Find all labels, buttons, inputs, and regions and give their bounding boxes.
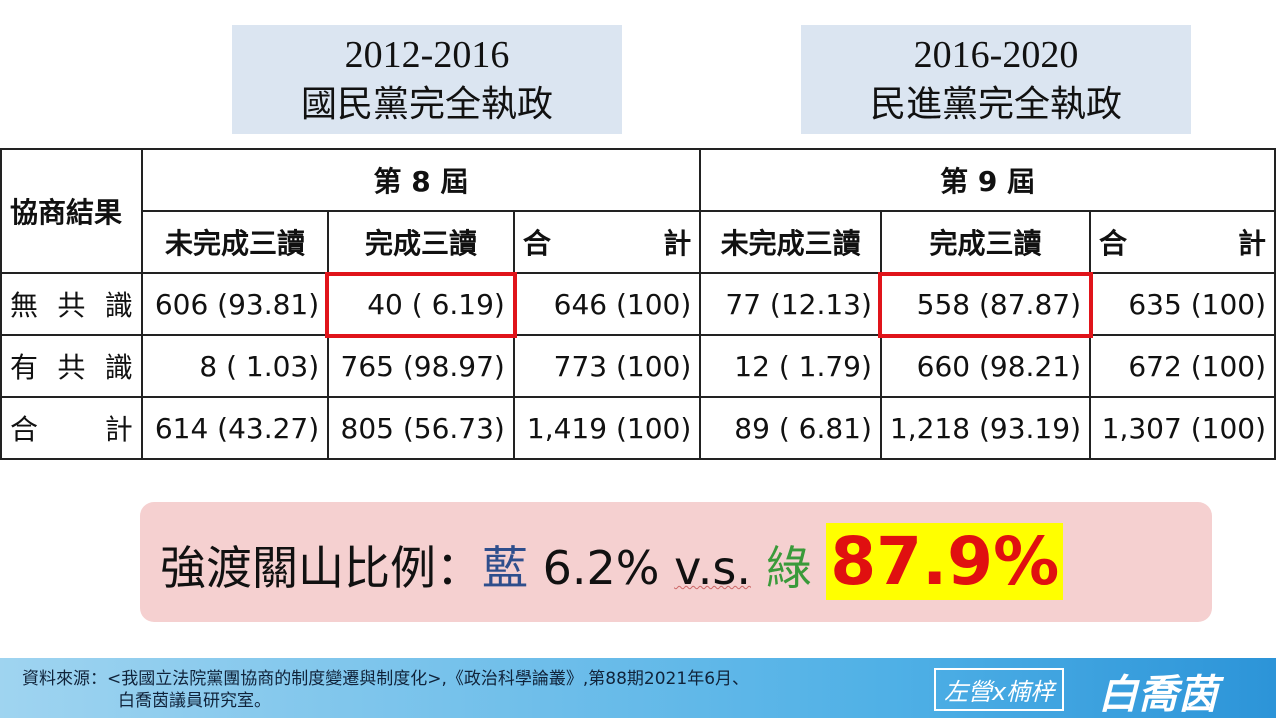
corner-header: 協商結果 [0,148,143,274]
group-header: 第 8 屆 [140,148,702,212]
cell: 646 (100) [512,272,702,336]
column-header: 完成三讀 [327,210,515,274]
cell: 8 ( 1.03) [140,334,330,398]
summary-prefix: 強渡關山比例： [160,541,482,595]
summary-green: 綠 [765,541,812,595]
results-table: 協商結果第 8 屆第 9 屆未完成三讀 完成三讀合 計未完成三讀 完成三讀合 計無 … [0,148,1276,460]
data-row: 無 共 識 606 (93.81) 40 ( 6.19) 646 (100) 77 (1… [0,272,1276,339]
cell: 614 (43.27) [140,396,330,460]
summary-blue: 藍 [482,541,528,595]
source: 資料來源：<我國立法院黨團協商的制度變遷與制度化>,《政治科學論叢》,第88期2… [22,668,749,712]
cell: 1,307 (100) [1089,396,1276,460]
cell: 12 ( 1.79) [699,334,882,398]
column-header: 未完成三讀 [699,210,882,274]
cell: 77 (12.13) [699,272,882,336]
column-header: 完成三讀 [879,210,1092,274]
period-label: 國民黨完全執政 [300,84,553,125]
summary-vs: v.s. [674,541,751,595]
summary: 強渡關山比例：藍 6.2% v.s. 綠 87.9% [140,502,1212,622]
cell: 1,218 (93.19) [879,396,1092,460]
header-row: 未完成三讀 完成三讀合 計未完成三讀 完成三讀合 計 [1,210,1276,274]
cell: 660 (98.21) [879,334,1092,398]
column-header: 合 計 [1089,210,1276,274]
period-years: 2016-2020 [913,34,1079,76]
cell: 89 ( 6.81) [699,396,882,460]
cell: 765 (98.97) [327,334,515,398]
cell: 635 (100) [1089,272,1276,336]
period-left: 2012-2016 國民黨完全執政 [232,25,622,134]
cell: 805 (56.73) [327,396,515,460]
group-header: 第 9 屆 [699,148,1276,212]
cell: 558 (87.87) [878,272,1095,339]
summary-green-value: 87.9% [826,523,1064,600]
period-years: 2012-2016 [344,34,510,76]
summary-blue-value: 6.2% [542,541,660,595]
row-label: 無 共 識 [0,272,143,336]
footer: 資料來源：<我國立法院黨團協商的制度變遷與制度化>,《政治科學論叢》,第88期2… [0,658,1276,718]
logo: 白喬茵 [1098,672,1218,718]
logo: 左營x楠梓 [934,668,1065,711]
cell: 672 (100) [1089,334,1276,398]
period-right: 2016-2020 民進黨完全執政 [801,25,1191,134]
cell: 773 (100) [512,334,702,398]
data-row: 合 計 614 (43.27) 805 (56.73) 1,419 (100) 89 (… [0,396,1276,460]
cell: 40 ( 6.19) [326,272,518,339]
cell: 1,419 (100) [512,396,702,460]
period-label: 民進黨完全執政 [869,84,1122,125]
source-line: 資料來源：<我國立法院黨團協商的制度變遷與制度化>,《政治科學論叢》,第88期2… [22,669,750,689]
cell: 606 (93.81) [140,272,330,336]
column-header: 未完成三讀 [140,210,330,274]
row-label: 有 共 識 [0,334,143,398]
column-header: 合 計 [512,210,702,274]
header-row: 協商結果第 8 屆第 9 屆 [0,148,1276,274]
row-label: 合 計 [0,396,143,460]
source-line: 白喬茵議員研究室。 [118,691,271,711]
